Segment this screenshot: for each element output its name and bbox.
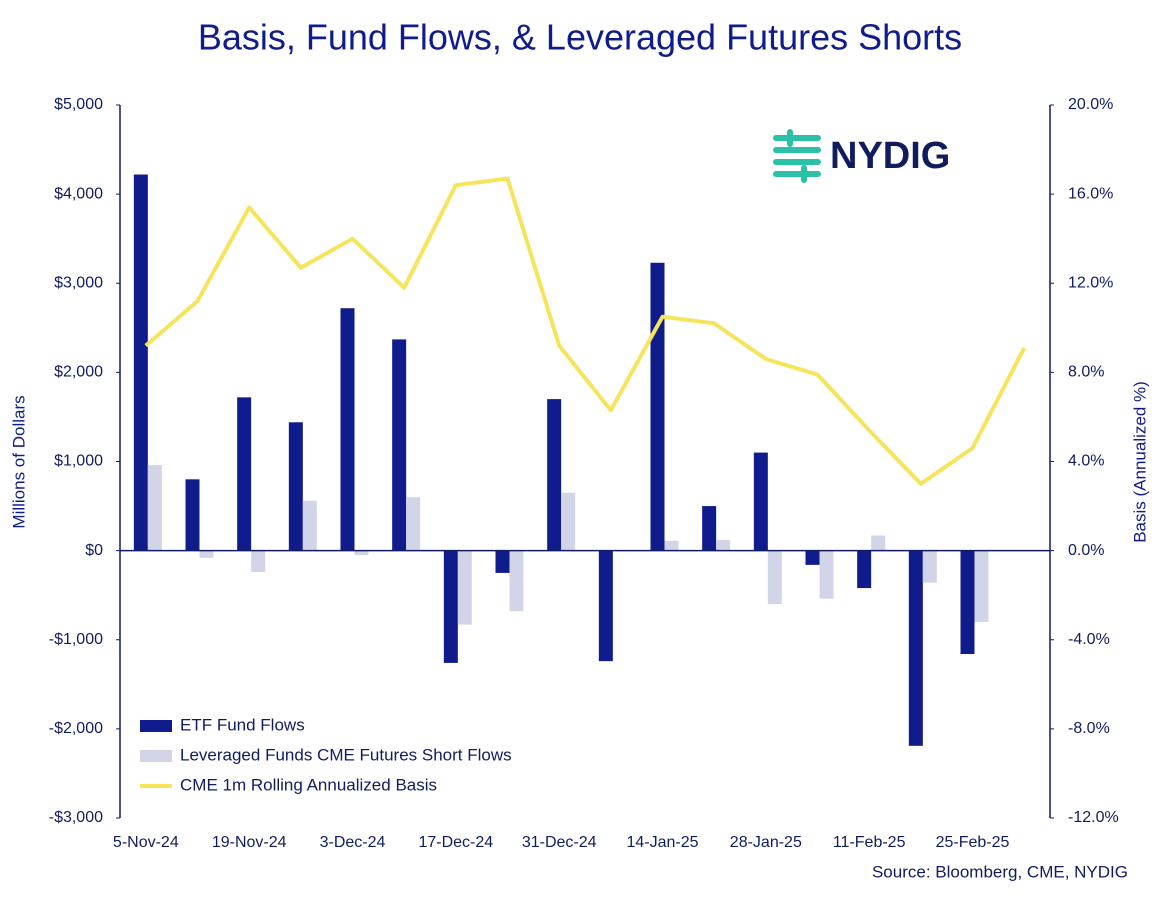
- bar: [767, 550, 782, 605]
- y2-tick-label: -12.0%: [1068, 809, 1119, 826]
- bar: [406, 497, 421, 551]
- bar: [561, 492, 576, 551]
- legend-swatch: [140, 750, 172, 762]
- bar: [147, 465, 162, 551]
- x-tick-label: 31-Dec-24: [522, 834, 597, 851]
- y2-tick-label: 4.0%: [1068, 453, 1104, 470]
- legend-label: CME 1m Rolling Annualized Basis: [180, 775, 437, 794]
- y2-tick-label: 16.0%: [1068, 185, 1113, 202]
- logo-icon: [773, 129, 821, 183]
- bar: [457, 550, 472, 625]
- bar: [819, 550, 834, 599]
- source-note: Source: Bloomberg, CME, NYDIG: [872, 862, 1128, 881]
- bar: [354, 550, 369, 556]
- bar: [753, 452, 768, 551]
- bar: [340, 308, 355, 551]
- y-axis-title: Millions of Dollars: [9, 395, 28, 528]
- y-tick-label: $3,000: [54, 274, 103, 291]
- bar: [392, 339, 407, 551]
- x-tick-label: 28-Jan-25: [730, 834, 802, 851]
- y2-tick-label: -4.0%: [1068, 631, 1110, 648]
- bar: [664, 540, 679, 551]
- bar: [495, 550, 510, 573]
- y-tick-label: -$1,000: [49, 631, 103, 648]
- bar: [302, 500, 317, 551]
- y2-tick-label: -8.0%: [1068, 720, 1110, 737]
- chart-title: Basis, Fund Flows, & Leveraged Futures S…: [198, 17, 962, 58]
- bar: [857, 550, 872, 589]
- bar: [251, 550, 266, 573]
- x-tick-label: 17-Dec-24: [418, 834, 493, 851]
- bar: [908, 550, 923, 746]
- y-tick-label: -$2,000: [49, 720, 103, 737]
- y2-tick-label: 8.0%: [1068, 364, 1104, 381]
- logo: NYDIG: [773, 129, 950, 183]
- y-tick-label: $5,000: [54, 96, 103, 113]
- y-tick-label: -$3,000: [49, 809, 103, 826]
- legend-swatch: [140, 720, 172, 732]
- bar: [871, 535, 886, 551]
- x-tick-label: 5-Nov-24: [113, 834, 179, 851]
- bar: [443, 550, 458, 663]
- y-tick-label: $0: [85, 542, 103, 559]
- bar: [805, 550, 820, 565]
- bar: [702, 506, 717, 551]
- bar: [650, 262, 665, 551]
- bar: [547, 399, 562, 551]
- y-tick-label: $4,000: [54, 185, 103, 202]
- bar: [185, 479, 200, 551]
- bar: [598, 550, 613, 662]
- legend-label: ETF Fund Flows: [180, 715, 305, 734]
- y2-axis-title: Basis (Annualized %): [1130, 381, 1149, 543]
- bar: [974, 550, 989, 622]
- x-tick-label: 19-Nov-24: [212, 834, 287, 851]
- bar: [960, 550, 975, 655]
- bar: [288, 422, 303, 551]
- y-tick-label: $1,000: [54, 453, 103, 470]
- bar: [509, 550, 524, 612]
- logo-text: NYDIG: [830, 135, 950, 177]
- bar: [716, 539, 731, 551]
- x-tick-label: 14-Jan-25: [626, 834, 698, 851]
- bar: [133, 174, 148, 551]
- bar: [199, 550, 214, 558]
- legend-label: Leveraged Funds CME Futures Short Flows: [180, 745, 512, 764]
- bar: [237, 397, 252, 551]
- y2-tick-label: 12.0%: [1068, 274, 1113, 291]
- y-tick-label: $2,000: [54, 364, 103, 381]
- y2-tick-label: 0.0%: [1068, 542, 1104, 559]
- bar: [922, 550, 937, 583]
- x-tick-label: 25-Feb-25: [936, 834, 1010, 851]
- line: [144, 176, 1026, 486]
- x-tick-label: 11-Feb-25: [833, 834, 906, 851]
- y2-tick-label: 20.0%: [1068, 96, 1113, 113]
- x-tick-label: 3-Dec-24: [320, 834, 386, 851]
